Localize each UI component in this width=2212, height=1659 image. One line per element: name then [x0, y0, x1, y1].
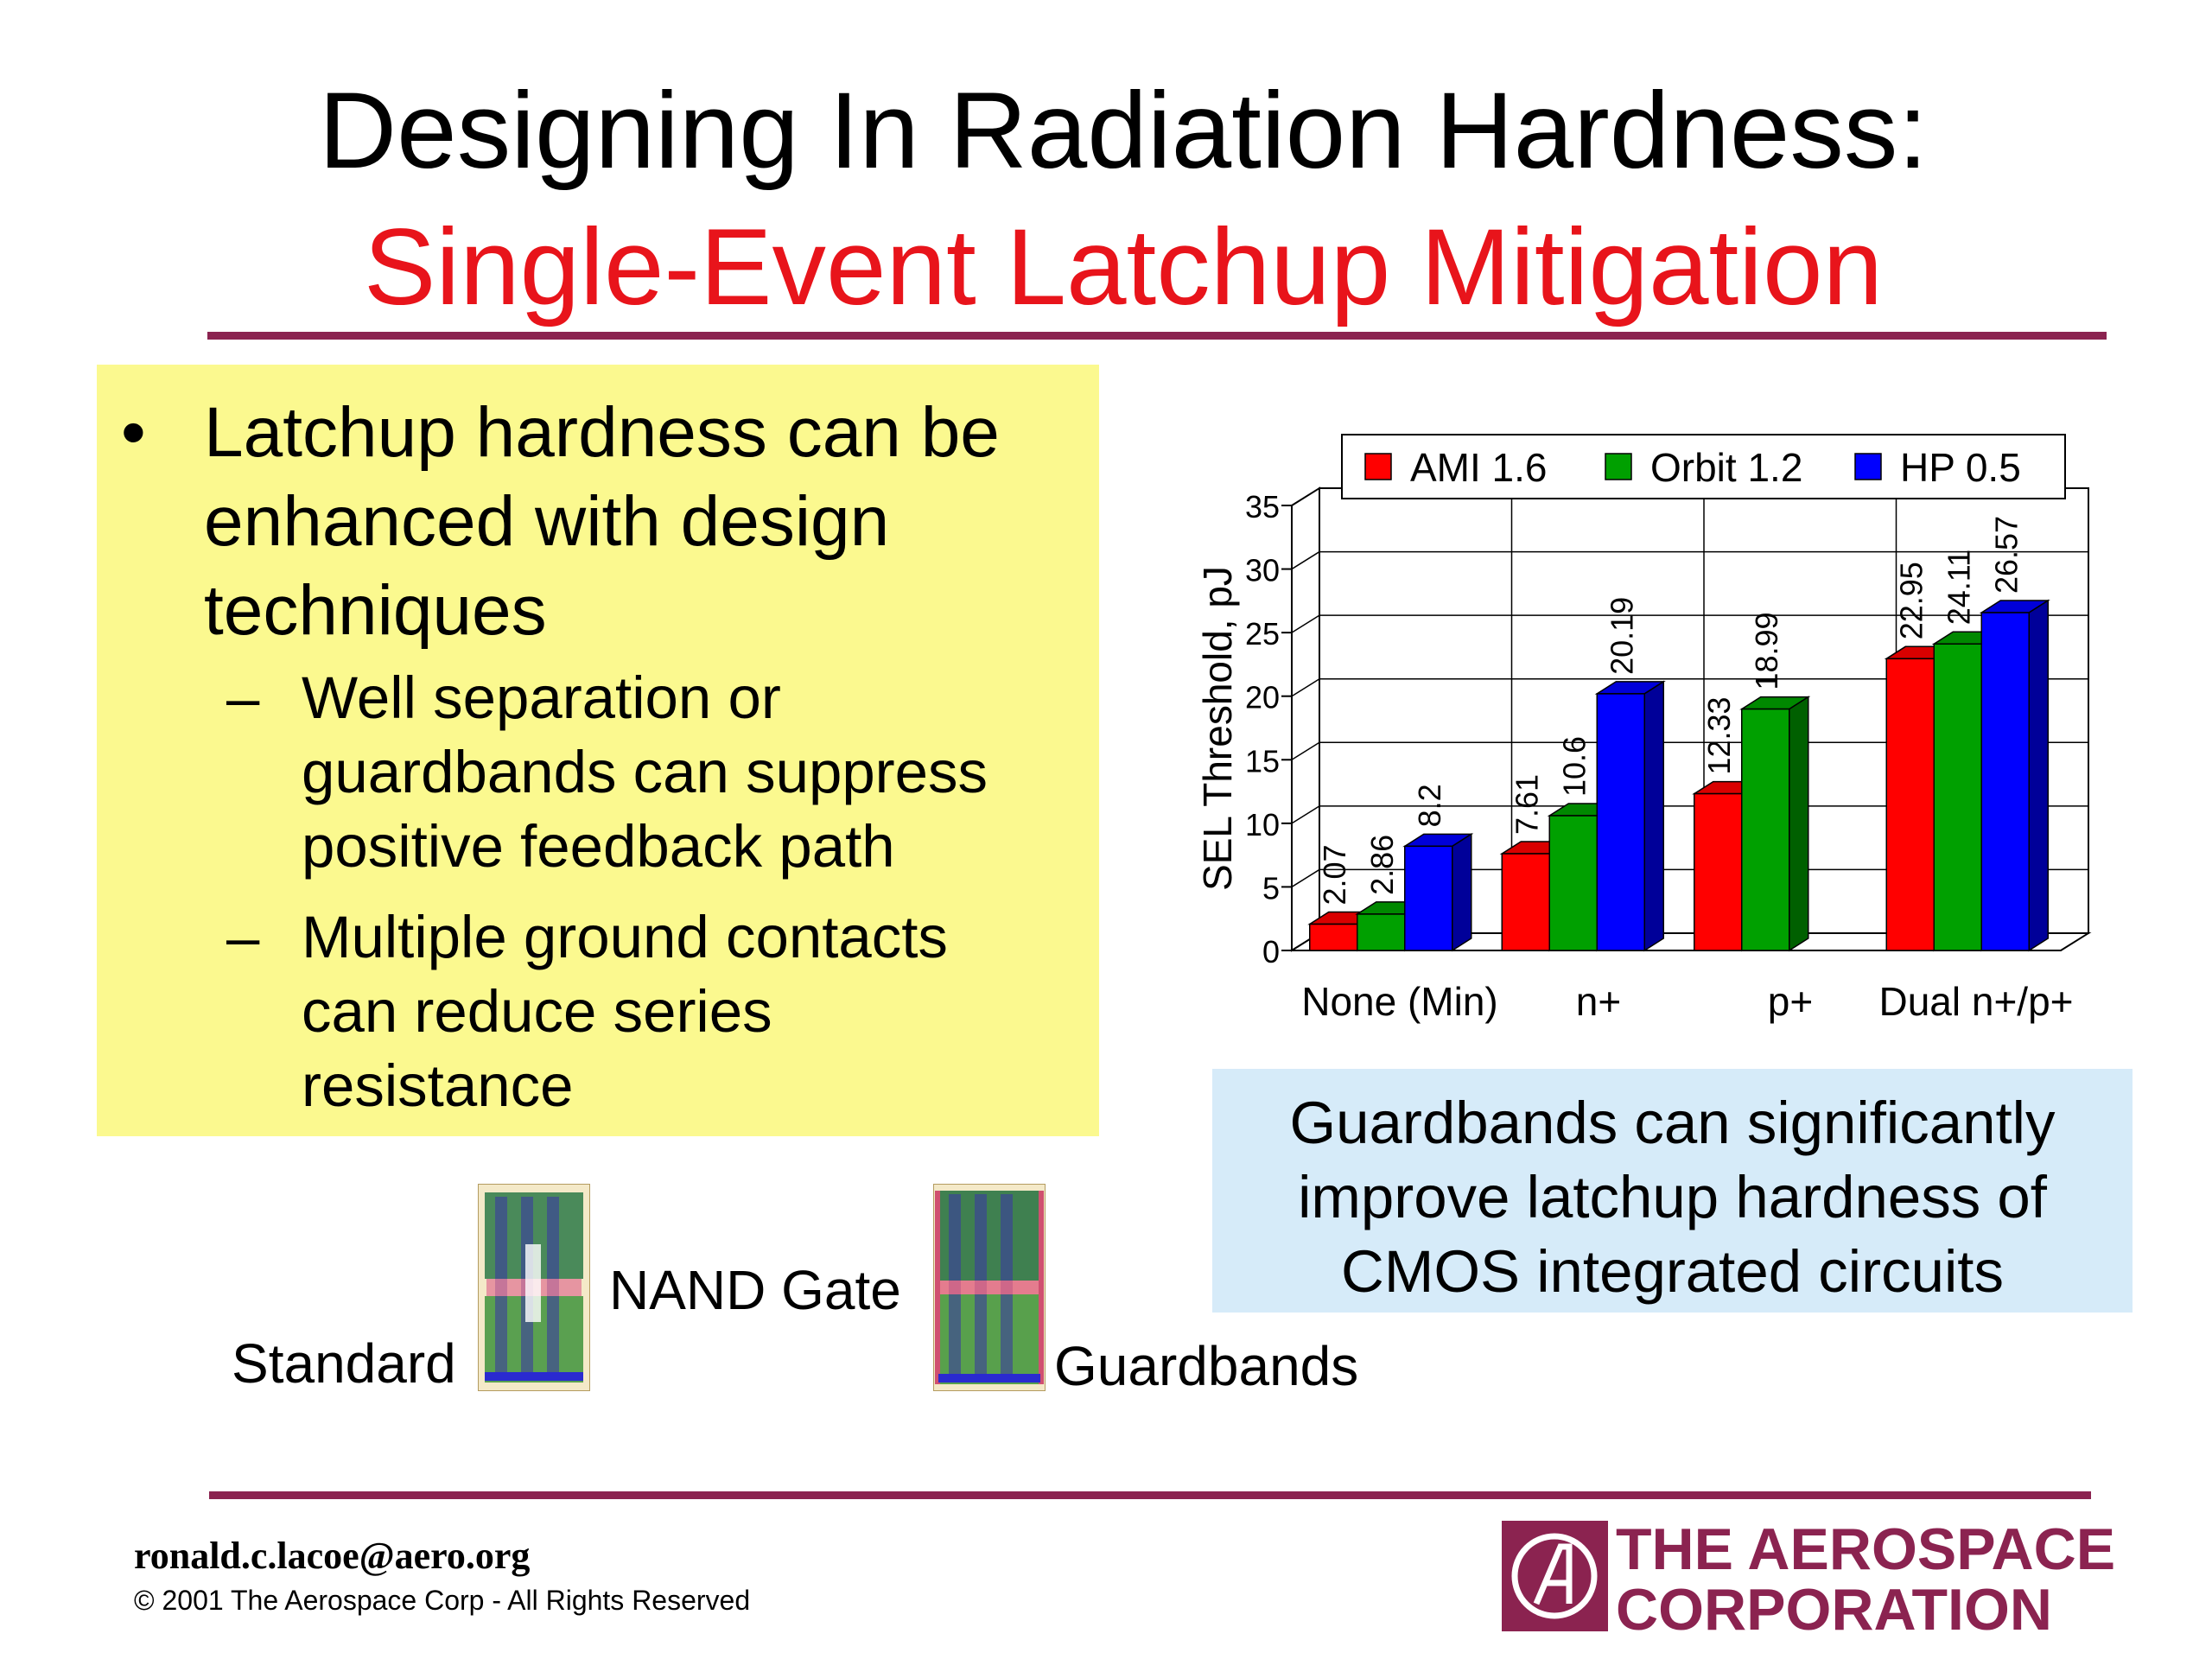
grid-diagonal — [1291, 678, 1320, 697]
y-tick-label: 5 — [1262, 870, 1280, 906]
bottom-rule — [209, 1491, 2091, 1499]
bar-data-label: 10.6 — [1557, 736, 1592, 797]
callout-line-1: Guardbands can significantly — [1289, 1090, 2056, 1156]
grid-diagonal — [1291, 614, 1320, 633]
bar-data-label: 20.19 — [1605, 597, 1640, 675]
x-category-label: p+ — [1768, 979, 1813, 1024]
bar-data-label: 22.95 — [1894, 562, 1929, 639]
standard-layout-image — [478, 1184, 590, 1391]
x-category-label: n+ — [1576, 979, 1621, 1024]
y-tick-label: 10 — [1245, 807, 1280, 842]
aerospace-logo-icon — [1502, 1521, 1608, 1631]
bar-side — [2028, 599, 2049, 952]
nand-gate-label: NAND Gate — [609, 1259, 901, 1321]
bar — [1357, 913, 1406, 951]
bar-side — [1452, 832, 1472, 952]
bar-data-label: 7.61 — [1510, 774, 1545, 835]
grid-diagonal — [1291, 741, 1320, 760]
bar-data-label: 2.86 — [1364, 835, 1400, 895]
sub-bullet-2-line-3: resistance — [302, 1052, 574, 1119]
contact-email: ronald.c.lacoe@aero.org — [134, 1535, 531, 1577]
bar — [1980, 612, 2030, 951]
bar — [1694, 792, 1743, 951]
bar-data-label: 2.07 — [1317, 844, 1352, 905]
bar-side — [1643, 680, 1664, 952]
logo-text-line-1: THE AEROSPACE — [1616, 1516, 2116, 1582]
y-tick-label: 25 — [1245, 616, 1280, 652]
copyright-text: © 2001 The Aerospace Corp - All Rights R… — [134, 1585, 751, 1616]
y-tick-label: 35 — [1245, 489, 1280, 524]
bar — [1501, 853, 1550, 951]
grid-diagonal — [1291, 487, 1320, 506]
y-tick-label: 15 — [1245, 743, 1280, 779]
bar-side — [1789, 696, 1809, 952]
y-tick-label: 0 — [1262, 934, 1280, 969]
grid-diagonal — [1291, 805, 1320, 824]
bar — [1741, 708, 1790, 951]
dash-glyph-2: – — [226, 904, 260, 970]
y-axis-label: SEL Threshold, pJ — [1195, 566, 1240, 891]
sub-bullet-1-line-3: positive feedback path — [302, 813, 895, 880]
x-category-label: None (Min) — [1301, 979, 1498, 1024]
top-rule — [207, 332, 2107, 340]
legend-label: Orbit 1.2 — [1650, 445, 1802, 490]
bar — [1933, 643, 1982, 951]
callout-box: Guardbands can significantly improve lat… — [1212, 1069, 2133, 1313]
bar — [1309, 923, 1358, 951]
standard-label: Standard — [232, 1332, 456, 1395]
bullet-glyph: • — [121, 393, 146, 472]
legend-swatch — [1364, 453, 1392, 480]
dash-glyph-1: – — [226, 664, 260, 731]
callout-line-2: improve latchup hardness of — [1298, 1164, 2047, 1230]
sub-bullet-2-line-1: Multiple ground contacts — [302, 904, 948, 970]
sub-bullet-2-line-2: can reduce series — [302, 978, 772, 1045]
chart-root: 0 5 10 15 20 25 30 35 2.07 2.86 8.2 7.61 10.6 20.19 12… — [1195, 434, 2092, 1024]
sub-bullet-1-line-1: Well separation or — [302, 664, 781, 731]
grid-diagonal — [1291, 550, 1320, 570]
y-tick-label: 20 — [1245, 680, 1280, 715]
bullet-box: • Latchup hardness can be enhanced with … — [97, 365, 1099, 1136]
guardbands-label: Guardbands — [1054, 1335, 1359, 1397]
legend-label: HP 0.5 — [1900, 445, 2021, 490]
sub-bullet-1-line-2: guardbands can suppress — [302, 739, 988, 805]
bullet-main-line-2: enhanced with design — [204, 482, 890, 561]
bar — [1404, 845, 1453, 951]
bar-data-label: 18.99 — [1749, 612, 1784, 690]
y-tick-label: 30 — [1245, 553, 1280, 588]
bar — [1596, 693, 1645, 951]
callout-text: Guardbands can significantly improve lat… — [1212, 1086, 2133, 1309]
grid-diagonal — [1291, 868, 1320, 888]
bar-data-label: 24.11 — [1942, 550, 1977, 625]
bar-data-label: 26.57 — [1989, 516, 2024, 594]
legend-box — [1341, 434, 2066, 499]
chart-side-wall — [1291, 486, 1320, 952]
bar — [1885, 658, 1935, 951]
bar-data-label: 8.2 — [1412, 784, 1447, 827]
slide-subtitle: Single-Event Latchup Mitigation — [364, 207, 1883, 327]
slide-title: Designing In Radiation Hardness: — [318, 71, 1929, 191]
logo-text-line-2: CORPORATION — [1616, 1577, 2052, 1643]
bar — [1548, 815, 1598, 951]
bar-data-label: 12.33 — [1701, 696, 1737, 774]
callout-line-3: CMOS integrated circuits — [1341, 1238, 2004, 1305]
guardbands-layout-image — [933, 1184, 1046, 1391]
bullet-main-line-1: Latchup hardness can be — [204, 393, 1000, 472]
bullet-main-line-3: techniques — [204, 571, 547, 650]
legend-swatch — [1605, 453, 1632, 480]
legend-label: AMI 1.6 — [1410, 445, 1548, 490]
x-category-label: Dual n+/p+ — [1878, 979, 2073, 1024]
legend-swatch — [1854, 453, 1882, 480]
